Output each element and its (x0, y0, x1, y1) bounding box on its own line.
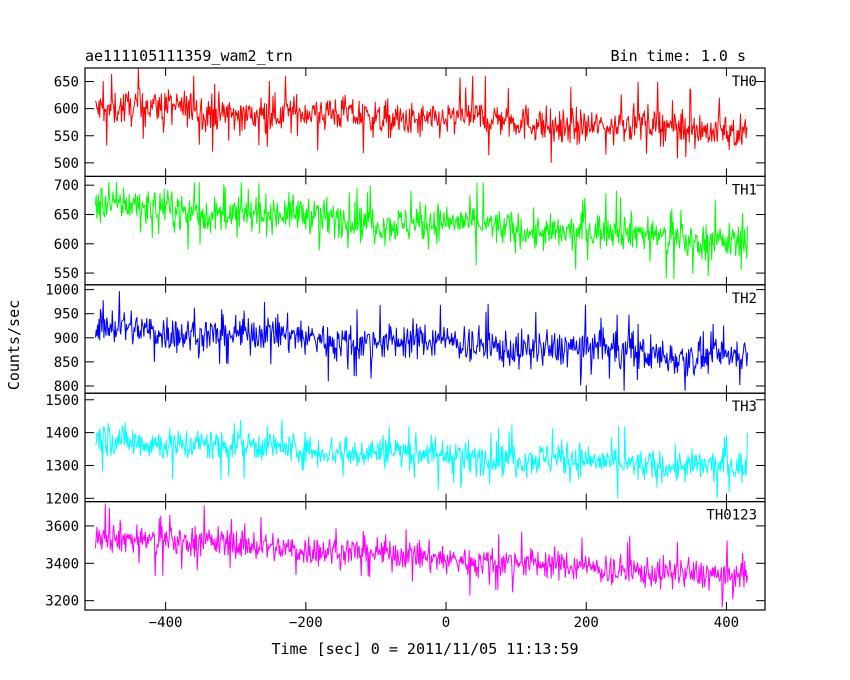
series-label: TH3 (732, 399, 757, 415)
y-tick-label: 1400 (45, 426, 79, 442)
panel-th0: 500 550 600 650 TH0 (54, 67, 766, 178)
series-label: TH2 (732, 291, 757, 307)
panels-group: 500 550 600 650 TH0 550 600 650 700 TH1 800 850 900 9… (45, 67, 766, 611)
y-tick-label: 1000 (45, 283, 79, 299)
panel-frame (84, 501, 766, 611)
series-th0 (95, 68, 748, 163)
x-tick-label: 0 (442, 615, 450, 631)
y-tick-label: 3400 (45, 556, 79, 572)
y-tick-label: 900 (54, 331, 79, 347)
y-tick-label: 1500 (45, 393, 79, 409)
panel-th0123: 3200 3400 3600 TH0123 (45, 501, 766, 611)
y-axis-label: Counts/sec (5, 300, 23, 390)
y-tick-label: 3200 (45, 594, 79, 610)
y-tick-label: 550 (54, 266, 79, 282)
x-tick-label: −200 (289, 615, 323, 631)
y-tick-label: 800 (54, 379, 79, 395)
chart-title: ae111105111359_wam2_trn (85, 47, 293, 65)
series-th3 (95, 419, 748, 499)
series-th2 (95, 291, 748, 391)
x-axis-label: Time [sec] 0 = 2011/11/05 11:13:59 (271, 640, 578, 658)
x-tick-label: 200 (574, 615, 599, 631)
x-axis: −400 −200 0 200 400 (149, 615, 739, 631)
x-tick-label: 400 (714, 615, 739, 631)
panel-th2: 800 850 900 950 1000 TH2 (45, 283, 766, 395)
y-tick-label: 600 (54, 102, 79, 118)
y-tick-label: 1300 (45, 458, 79, 474)
chart-subtitle: Bin time: 1.0 s (611, 47, 746, 65)
y-tick-label: 950 (54, 307, 79, 323)
series-label: TH0123 (706, 508, 757, 524)
y-tick-label: 850 (54, 355, 79, 371)
x-tick-label: −400 (149, 615, 183, 631)
series-label: TH1 (732, 182, 757, 198)
series-label: TH0 (732, 74, 757, 90)
y-tick-label: 650 (54, 75, 79, 91)
y-tick-label: 500 (54, 156, 79, 172)
panel-frame (84, 175, 766, 286)
y-tick-label: 650 (54, 207, 79, 223)
panel-th3: 1200 1300 1400 1500 TH3 (45, 392, 766, 507)
series-th0123 (95, 503, 748, 608)
y-tick-label: 1200 (45, 491, 79, 507)
panel-th1: 550 600 650 700 TH1 (54, 175, 766, 286)
series-th1 (95, 182, 748, 280)
y-tick-label: 600 (54, 237, 79, 253)
y-tick-label: 3600 (45, 519, 79, 535)
y-tick-label: 700 (54, 178, 79, 194)
y-tick-label: 550 (54, 129, 79, 145)
